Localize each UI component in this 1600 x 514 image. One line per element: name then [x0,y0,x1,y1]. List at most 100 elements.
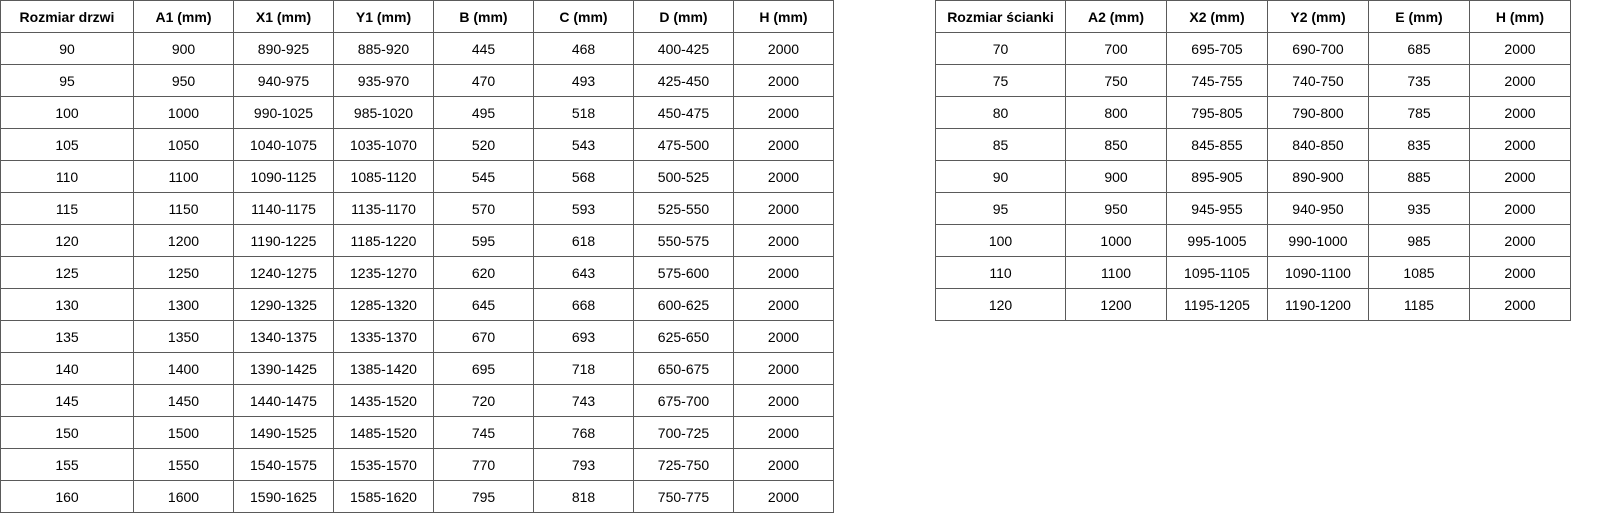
table-row: 90 900 895-905 890-900 885 2000 [935,160,1571,193]
column-header: H (mm) [733,0,834,33]
table-cell: 125 [0,256,134,289]
table-cell: 1185 [1368,288,1470,321]
table-cell: 1290-1325 [233,288,334,321]
table-cell: 468 [533,32,634,65]
table-cell: 990-1000 [1267,224,1369,257]
table-cell: 1200 [133,224,234,257]
table-cell: 2000 [1469,128,1571,161]
table-row: 120 1200 1190-1225 1185-1220 595 618 550-575 20… [0,224,834,257]
column-header: A1 (mm) [133,0,234,33]
table-cell: 2000 [733,256,834,289]
table-cell: 543 [533,128,634,161]
table-cell: 2000 [733,160,834,193]
table-cell: 985-1020 [333,96,434,129]
table-cell: 670 [433,320,534,353]
table-cell: 475-500 [633,128,734,161]
table-cell: 645 [433,288,534,321]
table-cell: 2000 [733,224,834,257]
table-cell: 1100 [133,160,234,193]
table-row: 95 950 940-975 935-970 470 493 425-450 2000 [0,64,834,97]
table-cell: 668 [533,288,634,321]
table-cell: 900 [133,32,234,65]
table-cell: 1085 [1368,256,1470,289]
column-header: C (mm) [533,0,634,33]
table-row: 110 1100 1095-1105 1090-1100 1085 2000 [935,256,1571,289]
table-cell: 85 [935,128,1066,161]
table-cell: 945-955 [1166,192,1268,225]
column-header: H (mm) [1469,0,1571,33]
table-cell: 568 [533,160,634,193]
table-cell: 793 [533,448,634,481]
table-cell: 2000 [1469,32,1571,65]
table-cell: 1390-1425 [233,352,334,385]
table-cell: 1440-1475 [233,384,334,417]
table-cell: 1490-1525 [233,416,334,449]
table-cell: 2000 [733,128,834,161]
table-cell: 1240-1275 [233,256,334,289]
table-cell: 520 [433,128,534,161]
table-cell: 1040-1075 [233,128,334,161]
table-cell: 2000 [1469,224,1571,257]
table-cell: 835 [1368,128,1470,161]
table-cell: 1450 [133,384,234,417]
table-cell: 885 [1368,160,1470,193]
table-cell: 790-800 [1267,96,1369,129]
table-row: 90 900 890-925 885-920 445 468 400-425 2000 [0,32,834,65]
table-cell: 935 [1368,192,1470,225]
table-cell: 2000 [733,64,834,97]
table-cell: 795-805 [1166,96,1268,129]
column-header: A2 (mm) [1065,0,1167,33]
table-cell: 735 [1368,64,1470,97]
table-row: 70 700 695-705 690-700 685 2000 [935,32,1571,65]
table-cell: 2000 [1469,160,1571,193]
table-cell: 1185-1220 [333,224,434,257]
column-header: D (mm) [633,0,734,33]
table-cell: 795 [433,480,534,513]
table-cell: 1235-1270 [333,256,434,289]
table-cell: 2000 [733,96,834,129]
table-cell: 595 [433,224,534,257]
column-header: X1 (mm) [233,0,334,33]
table-cell: 145 [0,384,134,417]
table-cell: 745 [433,416,534,449]
table-cell: 618 [533,224,634,257]
table-cell: 1000 [133,96,234,129]
table-cell: 1585-1620 [333,480,434,513]
table-cell: 1190-1200 [1267,288,1369,321]
table-cell: 110 [0,160,134,193]
table-cell: 95 [0,64,134,97]
table-row: 110 1100 1090-1125 1085-1120 545 568 500-525 20… [0,160,834,193]
column-header: B (mm) [433,0,534,33]
table-cell: 450-475 [633,96,734,129]
table-row: 100 1000 990-1025 985-1020 495 518 450-475 2000 [0,96,834,129]
table-cell: 2000 [733,192,834,225]
table-cell: 155 [0,448,134,481]
column-header: E (mm) [1368,0,1470,33]
table-cell: 2000 [733,32,834,65]
table-cell: 1600 [133,480,234,513]
table-cell: 700-725 [633,416,734,449]
table-cell: 1140-1175 [233,192,334,225]
table-cell: 600-625 [633,288,734,321]
table-cell: 1350 [133,320,234,353]
table-cell: 1190-1225 [233,224,334,257]
table-cell: 2000 [733,320,834,353]
table-cell: 693 [533,320,634,353]
column-header: Y2 (mm) [1267,0,1369,33]
table-cell: 840-850 [1267,128,1369,161]
table-cell: 1085-1120 [333,160,434,193]
table-cell: 445 [433,32,534,65]
table-cell: 1090-1100 [1267,256,1369,289]
table-cell: 160 [0,480,134,513]
table-cell: 625-650 [633,320,734,353]
column-header: X2 (mm) [1166,0,1268,33]
table-cell: 2000 [733,384,834,417]
table-cell: 400-425 [633,32,734,65]
table-row: 145 1450 1440-1475 1435-1520 720 743 675-700 20… [0,384,834,417]
table-cell: 745-755 [1166,64,1268,97]
table-cell: 1540-1575 [233,448,334,481]
table-cell: 120 [935,288,1066,321]
table-cell: 1135-1170 [333,192,434,225]
column-header: Y1 (mm) [333,0,434,33]
table-cell: 493 [533,64,634,97]
